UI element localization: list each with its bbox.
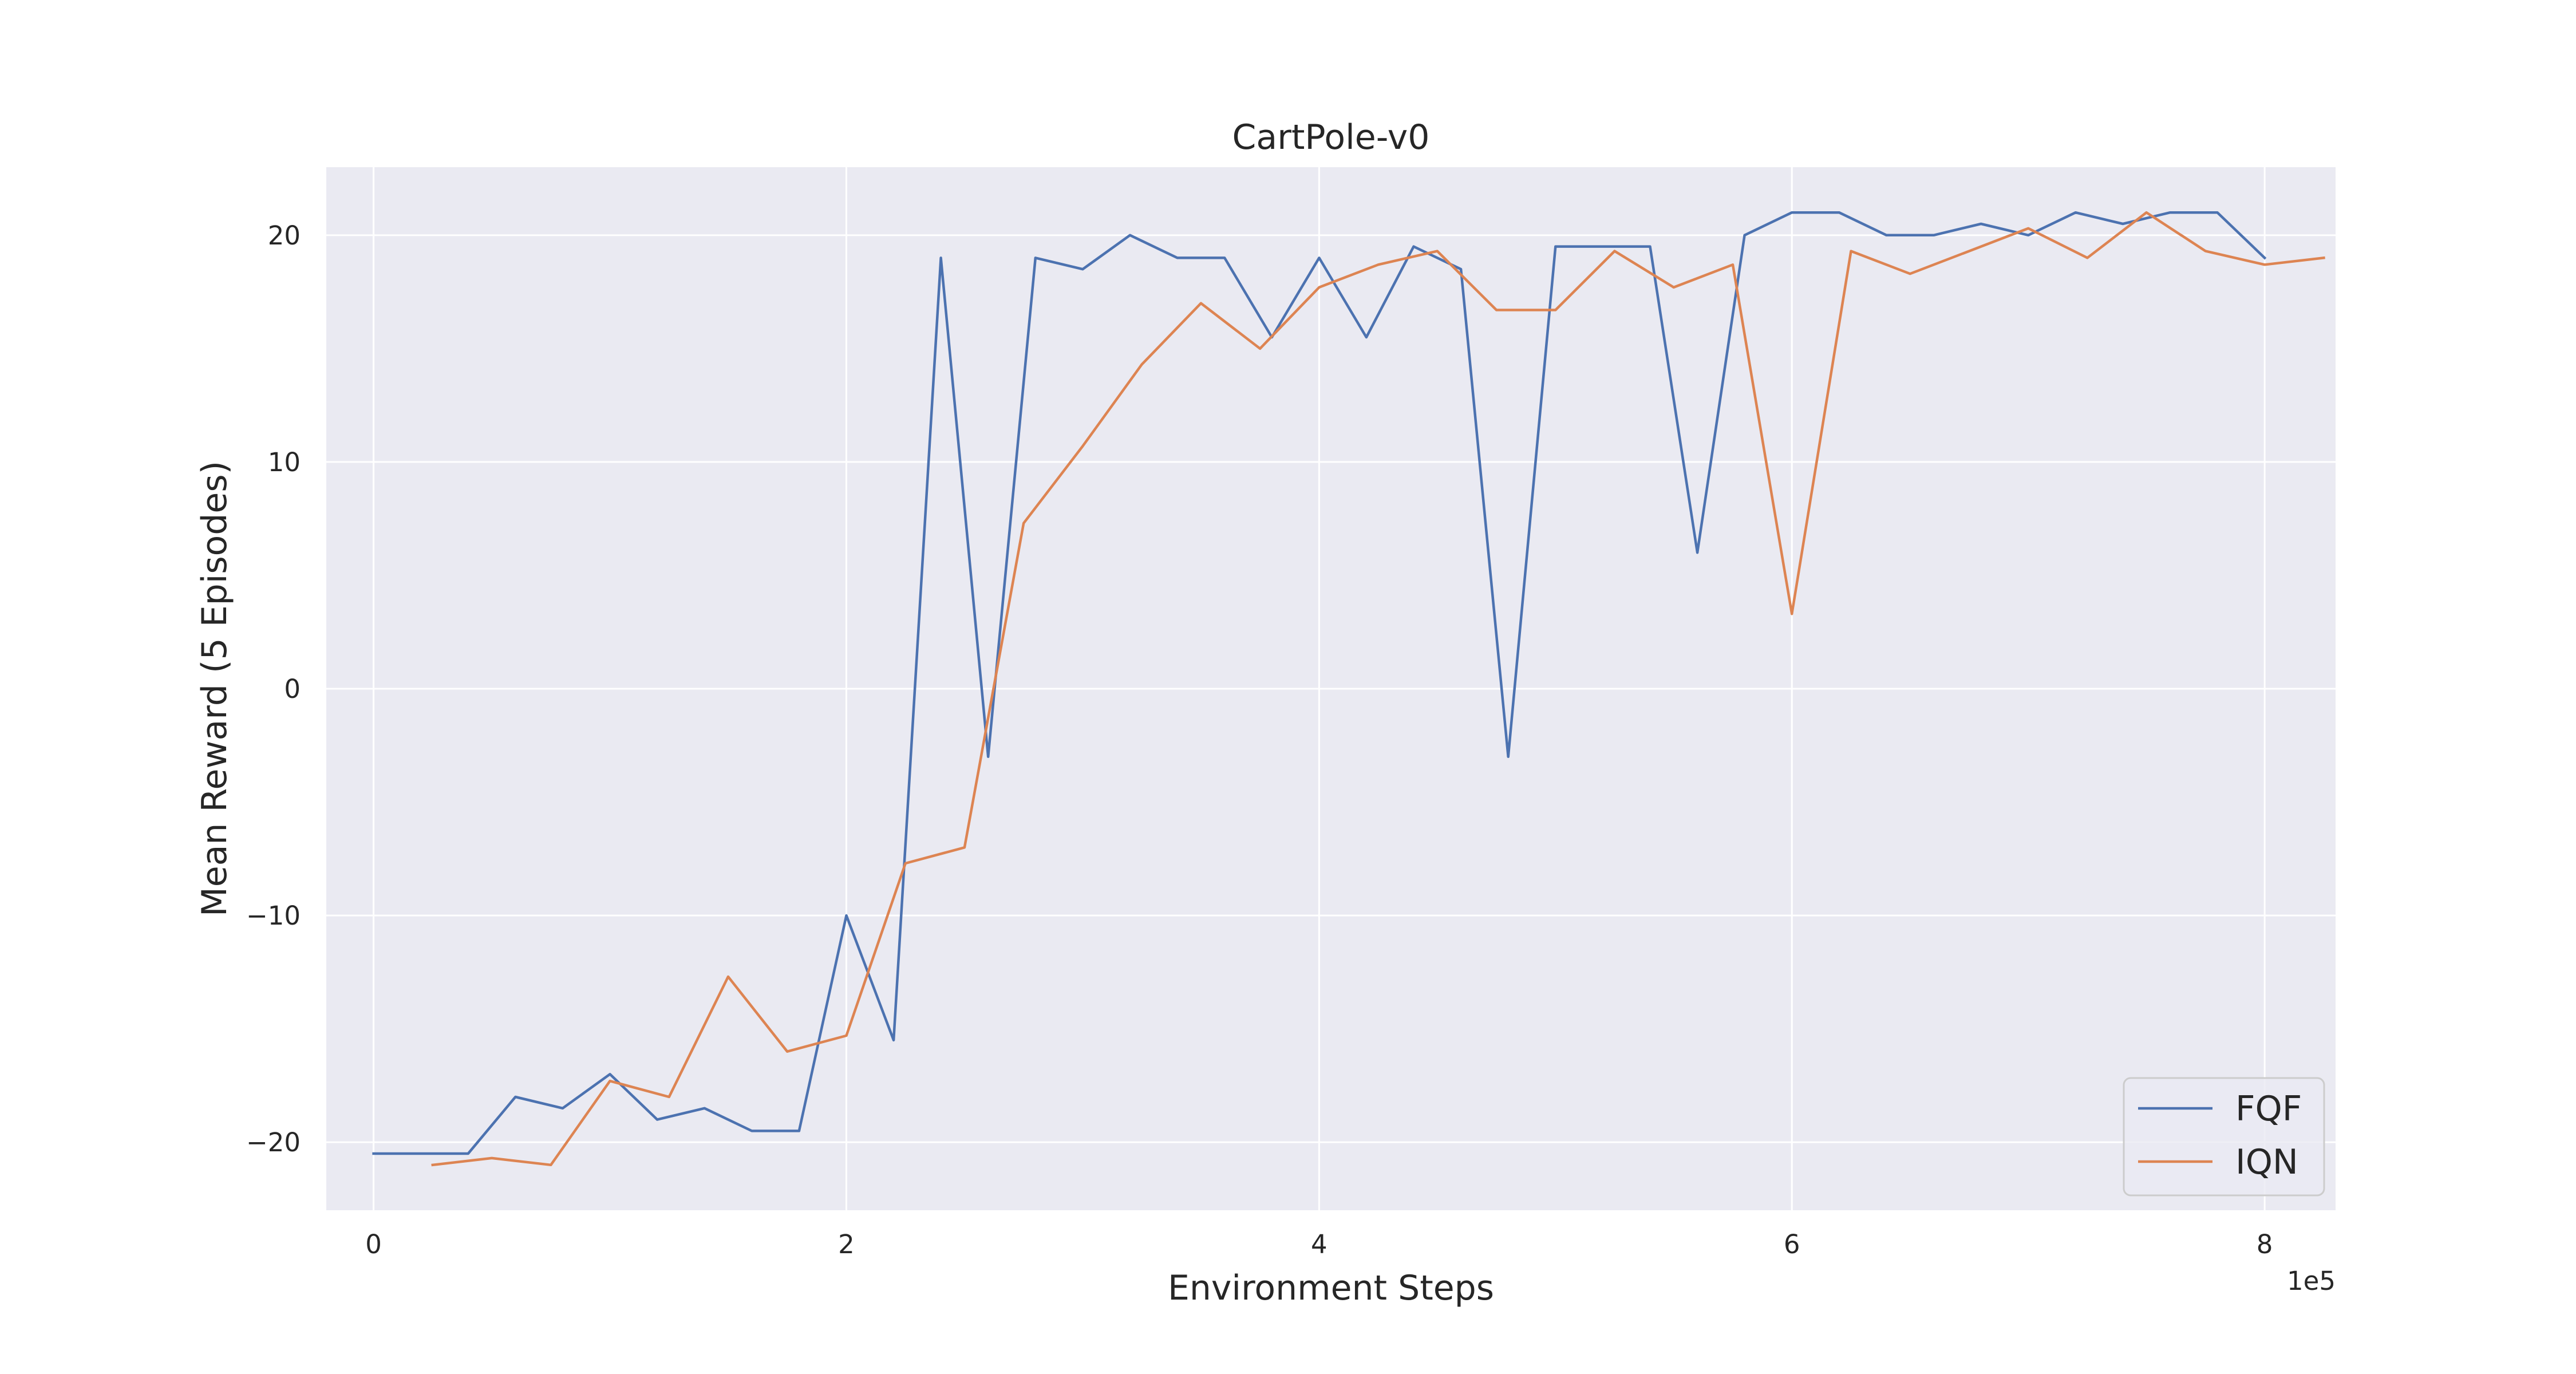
x-axis-offset-text: 1e5 bbox=[2287, 1266, 2336, 1296]
legend-label-fqf: FQF bbox=[2235, 1089, 2302, 1129]
y-tick-label: 0 bbox=[284, 674, 301, 704]
x-tick-label: 4 bbox=[1311, 1229, 1327, 1260]
x-tick-label: 0 bbox=[365, 1229, 382, 1260]
y-tick-label: 20 bbox=[268, 220, 301, 251]
x-axis-label: Environment Steps bbox=[1168, 1268, 1494, 1308]
x-tick-label: 8 bbox=[2257, 1229, 2273, 1260]
y-tick-label: −10 bbox=[246, 901, 301, 931]
x-tick-label: 2 bbox=[838, 1229, 855, 1260]
ticks: 0 2 4 6 8 −20 −10 0 10 20 bbox=[246, 220, 2273, 1260]
legend: FQF IQN bbox=[2123, 1077, 2325, 1197]
series-layer bbox=[372, 211, 2325, 1167]
y-tick-label: 10 bbox=[268, 447, 301, 477]
y-axis-label: Mean Reward (5 Episodes) bbox=[195, 461, 235, 917]
series-line-iqn bbox=[431, 211, 2325, 1167]
legend-label-iqn: IQN bbox=[2235, 1142, 2298, 1182]
chart-title: CartPole-v0 bbox=[1232, 117, 1430, 157]
series-line-fqf bbox=[372, 211, 2267, 1155]
x-tick-label: 6 bbox=[1784, 1229, 1800, 1260]
grid bbox=[326, 167, 2336, 1210]
y-tick-label: −20 bbox=[246, 1127, 301, 1158]
